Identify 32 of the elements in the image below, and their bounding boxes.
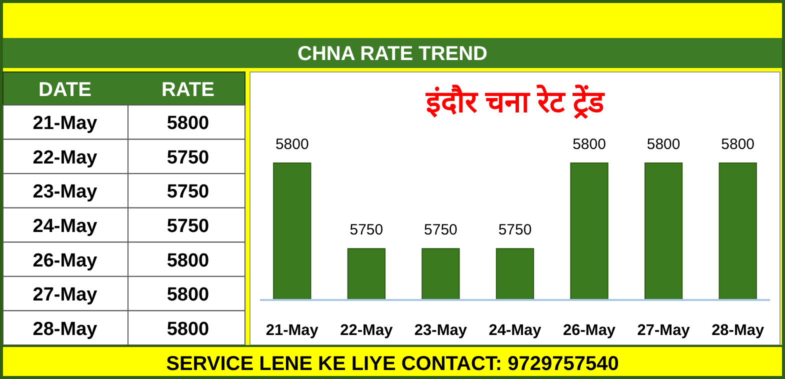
chart-title: इंदौर चना रेट ट्रेंड <box>424 84 605 119</box>
text: 5800 <box>166 250 210 272</box>
text: 5750 <box>166 182 210 203</box>
text: 5750 <box>166 147 210 168</box>
text: 5750 <box>166 216 210 237</box>
data-label: 5800 <box>572 136 606 153</box>
data-label: 5800 <box>646 136 680 153</box>
data-label: 5750 <box>498 222 532 239</box>
x-tick-label: 21-May <box>266 322 319 339</box>
category-label: 22-May <box>32 147 98 168</box>
text: 5800 <box>166 113 210 134</box>
chart-subtitle: CHNA RATE TREND <box>298 43 488 65</box>
category-label: 27-May <box>32 284 98 306</box>
x-tick-label: 22-May <box>340 322 394 339</box>
x-tick-label: 26-May <box>563 322 616 339</box>
text: 5800 <box>166 284 210 306</box>
data-label: 5750 <box>350 222 384 239</box>
x-tick-label: 24-May <box>488 322 542 339</box>
text: RATE <box>162 79 214 101</box>
x-tick-label: 27-May <box>637 322 690 339</box>
category-label: 26-May <box>32 250 98 272</box>
x-tick-label: 28-May <box>712 322 765 339</box>
text: SERVICE LENE KE LIYE CONTACT: 9729757540 <box>166 353 619 375</box>
data-label: 5750 <box>424 222 458 239</box>
text: DATE <box>38 79 92 101</box>
category-label: 21-May <box>32 113 98 134</box>
text: 5800 <box>166 318 210 340</box>
data-label: 5800 <box>275 136 309 153</box>
category-label: 23-May <box>32 182 98 203</box>
data-label: 5800 <box>721 136 755 153</box>
category-label: 24-May <box>32 216 98 237</box>
x-tick-label: 23-May <box>414 322 468 339</box>
